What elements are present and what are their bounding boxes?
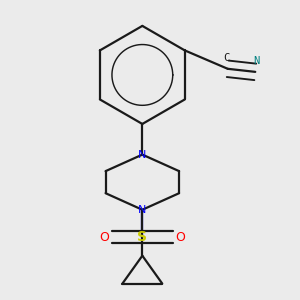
Text: S: S bbox=[137, 230, 147, 244]
Text: C: C bbox=[223, 53, 229, 63]
Text: O: O bbox=[176, 231, 186, 244]
Text: N: N bbox=[138, 150, 146, 160]
Text: N: N bbox=[138, 205, 146, 215]
Text: N: N bbox=[254, 56, 260, 66]
Text: O: O bbox=[99, 231, 109, 244]
